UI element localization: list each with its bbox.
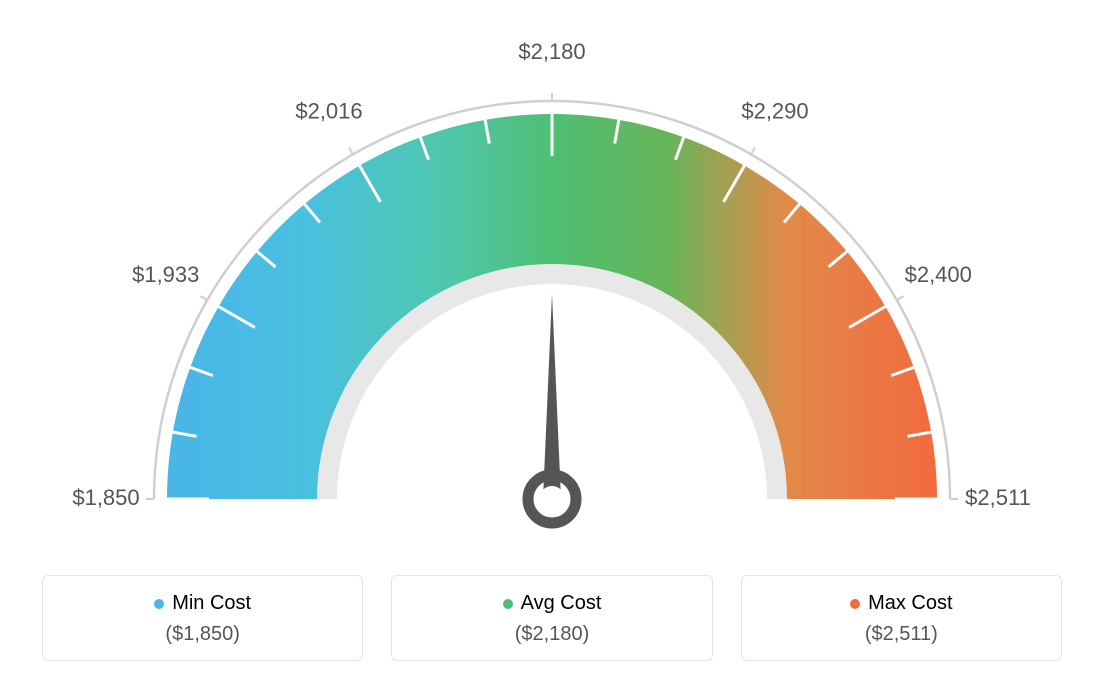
svg-text:$1,850: $1,850: [72, 485, 139, 510]
legend-row: Min Cost ($1,850) Avg Cost ($2,180) Max …: [22, 575, 1082, 661]
legend-label-min-text: Min Cost: [172, 592, 251, 615]
legend-value-max: ($2,511): [752, 623, 1051, 646]
svg-text:$2,180: $2,180: [518, 39, 585, 64]
legend-card-avg: Avg Cost ($2,180): [391, 575, 712, 661]
cost-gauge-chart: $1,850 $1,933 $2,016 $2,180 $2,290 $2,400 $2,5…: [22, 29, 1082, 661]
legend-label-avg-text: Avg Cost: [521, 592, 602, 615]
dot-max: [850, 599, 860, 609]
dot-min: [154, 599, 164, 609]
svg-text:$2,511: $2,511: [965, 485, 1031, 510]
gauge-svg: $1,850 $1,933 $2,016 $2,180 $2,290 $2,400 $2,5…: [22, 29, 1082, 569]
legend-label-max-text: Max Cost: [868, 592, 952, 615]
svg-text:$2,290: $2,290: [741, 99, 808, 124]
legend-value-min: ($1,850): [53, 623, 352, 646]
dot-avg: [503, 599, 513, 609]
gauge-container: $1,850 $1,933 $2,016 $2,180 $2,290 $2,400 $2,5…: [22, 29, 1082, 569]
svg-text:$2,400: $2,400: [905, 262, 972, 287]
legend-label-avg: Avg Cost: [503, 592, 602, 615]
legend-card-min: Min Cost ($1,850): [42, 575, 363, 661]
svg-text:$1,933: $1,933: [132, 262, 199, 287]
svg-text:$2,016: $2,016: [295, 99, 362, 124]
legend-label-min: Min Cost: [154, 592, 251, 615]
legend-label-max: Max Cost: [850, 592, 952, 615]
legend-value-avg: ($2,180): [402, 623, 701, 646]
legend-card-max: Max Cost ($2,511): [741, 575, 1062, 661]
